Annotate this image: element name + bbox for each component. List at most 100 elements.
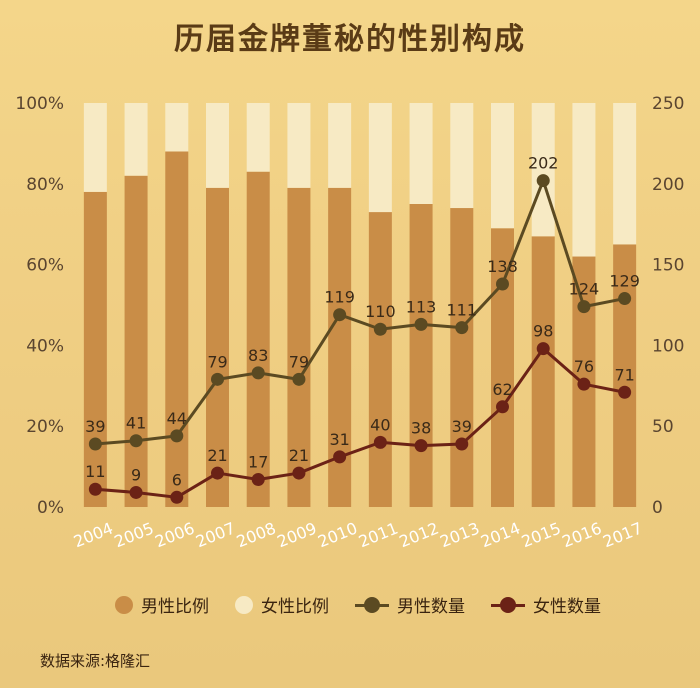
male-count-point: [88, 437, 102, 451]
bar-female-ratio: [287, 103, 311, 188]
male-count-point: [618, 292, 632, 306]
bar-male-ratio: [246, 171, 270, 507]
y-right-tick-label: 250: [652, 94, 684, 114]
male-count-point: [129, 434, 143, 448]
legend-male-count-label: 男性数量: [397, 597, 465, 617]
male-count-data-label: 138: [487, 257, 518, 276]
bar-male-ratio: [531, 236, 555, 507]
female-count-point: [170, 490, 184, 504]
bar-female-ratio: [613, 103, 637, 245]
female-count-point: [292, 466, 306, 480]
legend-male-ratio-label: 男性比例: [141, 597, 209, 617]
bar-male-ratio: [409, 204, 433, 507]
x-tick-label: 2014: [478, 518, 523, 551]
legend-female-count: 女性数量: [491, 592, 601, 617]
female-count-point: [455, 437, 469, 451]
female-count-point: [496, 400, 509, 414]
y-left-tick-label: 40%: [26, 336, 64, 356]
male-count-point: [536, 174, 550, 188]
male-count-point: [496, 277, 509, 291]
male-count-line: [95, 179, 625, 446]
female-count-point: [618, 385, 632, 399]
female-count-data-label: 17: [248, 453, 268, 472]
y-right-tick-label: 0: [652, 498, 663, 518]
x-tick-label: 2013: [437, 518, 482, 551]
female-count-data-label: 39: [452, 417, 472, 436]
male-count-point: [251, 366, 265, 380]
bar-female-ratio: [328, 103, 352, 188]
male-count-point: [455, 321, 469, 335]
legend-female-ratio-swatch: [235, 595, 253, 614]
male-count-data-label: 119: [324, 288, 355, 307]
x-tick-label: 2016: [559, 518, 604, 551]
female-count-point: [251, 473, 265, 487]
female-count-point: [211, 466, 224, 480]
bar-female-ratio: [572, 103, 596, 257]
x-tick-label: 2010: [315, 518, 360, 551]
female-count-point: [333, 450, 347, 464]
female-count-data-label: 98: [533, 322, 553, 341]
bar-female-ratio: [491, 103, 514, 229]
female-count-data-label: 31: [329, 430, 349, 449]
chart-title: 历届金牌董秘的性别构成: [174, 22, 526, 57]
bar-male-ratio: [368, 212, 392, 507]
legend-male-count: 男性数量: [355, 592, 465, 617]
male-count-data-label: 110: [365, 302, 396, 321]
y-left-tick-label: 60%: [26, 256, 64, 276]
male-count-data-label: 79: [289, 352, 309, 371]
male-count-data-label: 202: [528, 154, 559, 173]
bar-female-ratio: [450, 103, 474, 209]
male-count-data-label: 79: [207, 352, 227, 371]
x-tick-label: 2015: [519, 518, 564, 551]
legend-male-ratio: 男性比例: [115, 592, 209, 617]
male-count-point: [170, 429, 184, 443]
female-count-line: [95, 347, 625, 499]
male-count-data-label: 39: [85, 417, 105, 436]
y-left-tick-label: 80%: [26, 175, 64, 195]
female-count-data-label: 11: [85, 462, 105, 481]
female-count-data-label: 38: [411, 419, 431, 438]
female-count-data-label: 62: [492, 380, 512, 399]
x-tick-label: 2004: [71, 518, 116, 551]
bar-female-ratio: [368, 103, 392, 213]
female-count-data-label: 21: [289, 446, 309, 465]
x-tick-label: 2009: [274, 518, 319, 551]
x-tick-label: 2017: [600, 518, 645, 551]
x-tick-label: 2008: [234, 518, 279, 551]
female-count-data-label: 9: [131, 465, 141, 484]
bar-male-ratio: [287, 187, 311, 507]
x-tick-label: 2006: [152, 518, 197, 551]
bar-male-ratio: [165, 151, 189, 508]
bar-male-ratio: [206, 187, 229, 507]
y-right-tick-label: 100: [652, 336, 684, 356]
female-count-data-label: 40: [370, 415, 390, 434]
male-count-point: [373, 322, 387, 336]
female-count-point: [373, 435, 387, 449]
x-tick-label: 2011: [356, 518, 401, 551]
legend: 男性比例 女性比例 男性数量 女性数量: [115, 592, 601, 617]
bar-female-ratio: [206, 103, 229, 188]
y-left-tick-label: 20%: [26, 417, 64, 437]
female-count-point: [536, 342, 550, 356]
female-count-data-label: 6: [172, 470, 182, 489]
bar-male-ratio: [328, 187, 352, 507]
y-right-tick-label: 50: [652, 417, 674, 437]
female-count-data-label: 76: [574, 357, 594, 376]
female-count-data-label: 71: [614, 365, 634, 384]
bar-female-ratio: [246, 103, 270, 172]
bar-female-ratio: [165, 103, 189, 152]
bar-male-ratio: [491, 228, 514, 508]
male-count-point: [211, 372, 224, 386]
male-count-data-label: 124: [569, 280, 600, 299]
female-count-point: [88, 482, 102, 496]
male-count-data-label: 113: [406, 297, 437, 316]
legend-female-count-swatch: [491, 596, 525, 614]
y-left-tick-label: 100%: [15, 94, 64, 114]
y-right-tick-label: 200: [652, 175, 684, 195]
female-count-point: [414, 439, 428, 453]
bar-female-ratio: [83, 103, 107, 192]
bar-male-ratio: [83, 191, 107, 507]
male-count-data-label: 44: [167, 409, 187, 428]
legend-female-count-label: 女性数量: [533, 597, 601, 617]
